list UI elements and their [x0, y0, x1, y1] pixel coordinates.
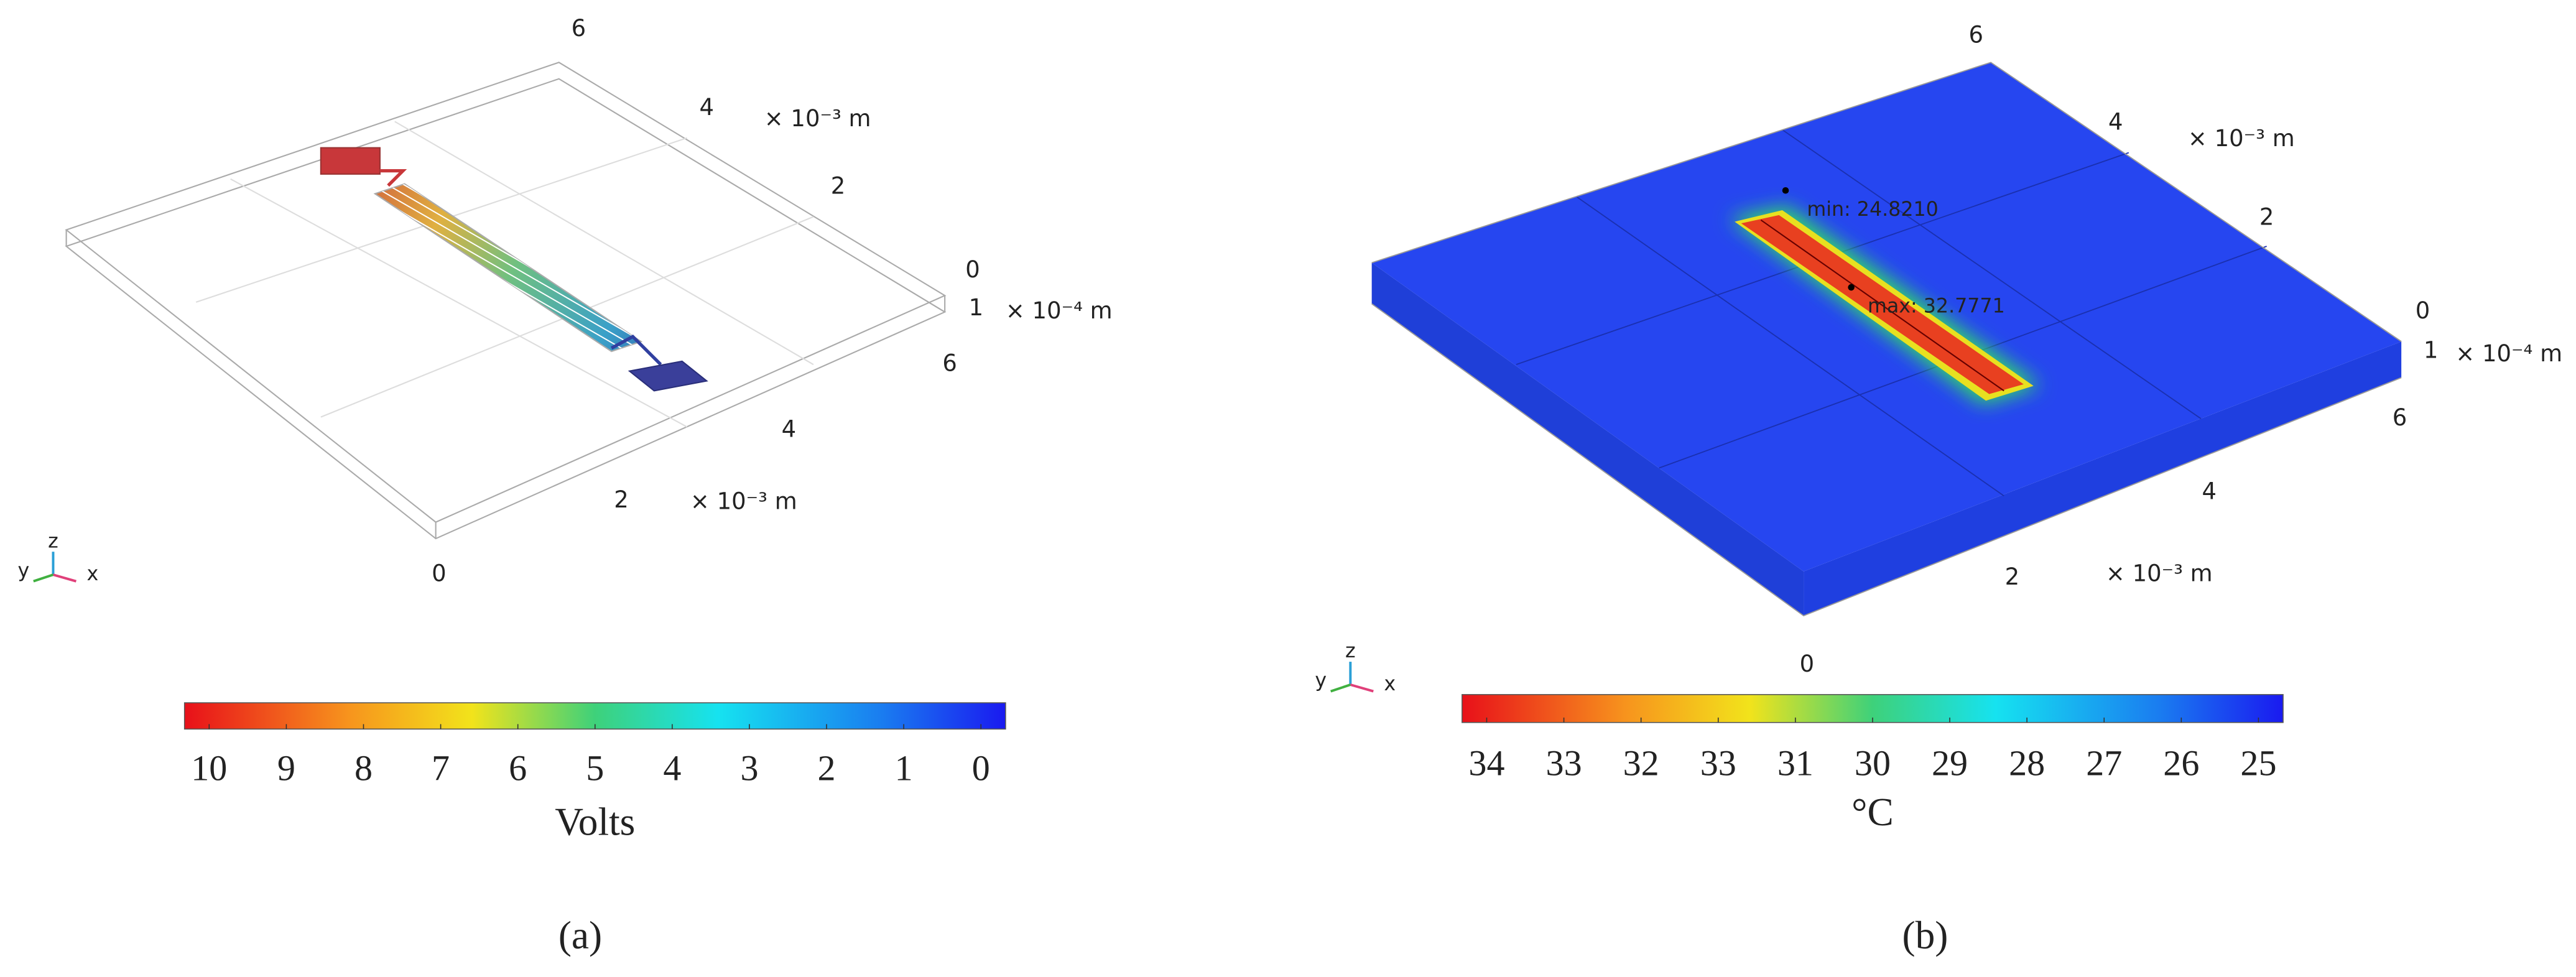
axis-label: 2 — [831, 172, 846, 199]
panel-a-geometry — [65, 62, 947, 540]
caption: (b) — [1902, 914, 1948, 957]
annotation: max: 32.7771 — [1868, 295, 2005, 318]
colorbar-tick-label: 10 — [191, 748, 227, 788]
triad-axis — [1350, 683, 1374, 693]
colorbar-tick-label: 1 — [895, 748, 913, 788]
colorbar-tick-label: 2 — [818, 748, 836, 788]
axis-label: × 10⁻⁴ m — [1006, 297, 1113, 324]
colorbar-tick-label: 8 — [354, 748, 373, 788]
axis-label: 0 — [432, 560, 447, 587]
axis-label: 1 — [969, 294, 984, 321]
colorbar-tick-label: 0 — [972, 748, 990, 788]
axis-label: × 10⁻³ m — [2188, 125, 2295, 152]
triad-label: z — [1345, 640, 1356, 662]
colorbar-tick-label: 4 — [663, 748, 681, 788]
axis-label: 0 — [965, 256, 980, 283]
axis-label: 0 — [2416, 297, 2430, 324]
colorbar-tick-label: 26 — [2163, 743, 2199, 783]
colorbar-tick-label: 33 — [1700, 743, 1736, 783]
axis-label: 6 — [572, 15, 586, 42]
axis-label: 1 — [2424, 337, 2439, 364]
triad-label: y — [1315, 670, 1327, 692]
axis-label: 4 — [2202, 478, 2217, 505]
panel-b-geometry — [1371, 62, 2402, 617]
colorbar-title: Volts — [555, 800, 635, 844]
colorbar-tick-label: 29 — [1932, 743, 1968, 783]
colorbar-tick-label: 7 — [432, 748, 450, 788]
colorbar-tick-label: 32 — [1623, 743, 1659, 783]
triad-axis — [33, 573, 54, 583]
axis-label: × 10⁻³ m — [764, 105, 871, 132]
triad-axis — [52, 573, 76, 583]
axis-label: 6 — [1969, 22, 1984, 49]
colorbar-tick-label: 34 — [1468, 743, 1504, 783]
colorbar-tick-label: 30 — [1855, 743, 1891, 783]
annotation: min: 24.8210 — [1807, 198, 1938, 221]
axis-label: 4 — [2108, 109, 2123, 136]
colorbar-tick-label: 25 — [2240, 743, 2276, 783]
triad-label: x — [86, 563, 98, 585]
axis-label: 4 — [782, 415, 797, 442]
colorbar-title: °C — [1851, 790, 1894, 834]
axis-label: 2 — [614, 486, 629, 513]
axis-label: × 10⁻⁴ m — [2455, 340, 2562, 367]
colorbar-tick-label: 6 — [509, 748, 527, 788]
colorbar-tick-label: 31 — [1777, 743, 1814, 783]
colorbar-tick-label: 33 — [1546, 743, 1582, 783]
axis-label: × 10⁻³ m — [2106, 560, 2213, 587]
axis-label: 4 — [700, 94, 715, 121]
caption: (a) — [558, 914, 602, 957]
colorbar-tick-label: 9 — [277, 748, 295, 788]
axis-label: 2 — [2005, 563, 2020, 590]
triad-label: z — [48, 530, 58, 552]
axis-label: 0 — [1800, 651, 1815, 677]
colorbar-tick-label: 28 — [2009, 743, 2045, 783]
axis-label: 6 — [2393, 404, 2407, 431]
colorbar-tick-label: 27 — [2086, 743, 2122, 783]
axis-label: 6 — [942, 350, 957, 377]
triad-label: x — [1384, 673, 1396, 695]
axis-label: 2 — [2259, 204, 2274, 231]
triad-label: y — [18, 560, 30, 582]
axis-label: × 10⁻³ m — [690, 488, 797, 514]
colorbar-tick-label: 3 — [740, 748, 758, 788]
triad-axis — [1330, 683, 1351, 693]
colorbar-tick-label: 5 — [586, 748, 604, 788]
